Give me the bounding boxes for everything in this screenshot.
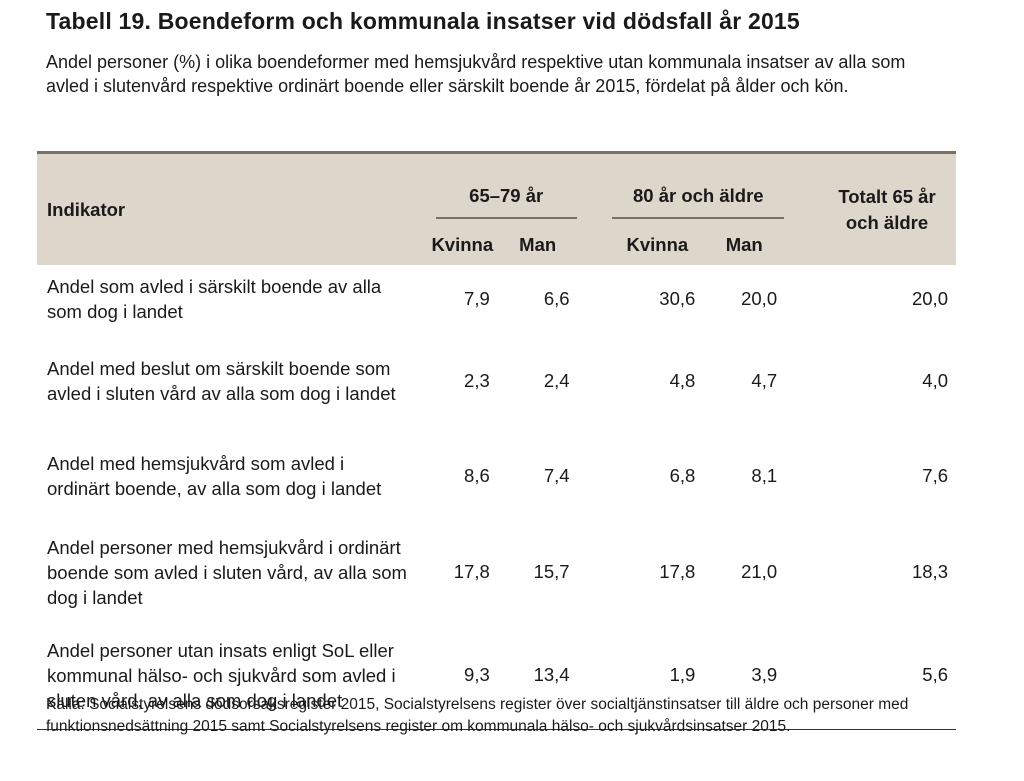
men-80plus-header: Man	[703, 225, 786, 265]
data-table: Indikator 65–79 år 80 år och äldre Total…	[37, 151, 956, 730]
cell-men-65-79: 2,4	[543, 369, 570, 391]
cell-men-65-79: 15,7	[533, 561, 570, 582]
table-row: Andel som avled i särskilt boende av all…	[37, 265, 956, 333]
row-label: Andel som avled i särskilt boende av all…	[47, 276, 382, 322]
table-title: Tabell 19. Boendeform och kommunala insa…	[46, 8, 800, 34]
cell-women-65-79: 17,8	[453, 561, 490, 582]
table-row: Andel med beslut om särskilt boende som …	[37, 333, 956, 428]
cell-total: 18,3	[911, 561, 948, 582]
women-80plus-header: Kvinna	[611, 225, 704, 265]
men-65-79-header: Man	[497, 225, 578, 265]
total-header: Totalt 65 år och äldre	[785, 152, 956, 265]
cell-women-80plus: 1,9	[611, 621, 704, 730]
cell-men-80plus: 4,7	[751, 369, 778, 391]
row-label: Andel personer med hemsjukvård i ordinär…	[47, 536, 407, 608]
cell-total: 4,0	[922, 369, 948, 391]
cell-women-65-79: 2,3	[464, 369, 490, 391]
cell-total: 20,0	[911, 288, 948, 309]
cell-men-80plus: 20,0	[741, 288, 778, 309]
cell-men-80plus: 21,0	[741, 561, 778, 582]
cell-women-80plus: 6,8	[669, 464, 696, 486]
group-65-79-header: 65–79 år	[407, 152, 578, 225]
indicator-header: Indikator	[37, 152, 408, 265]
cell-total: 5,6	[785, 621, 956, 730]
cell-men-65-79: 6,6	[543, 288, 570, 309]
cell-women-65-79: 8,6	[464, 464, 490, 486]
source-note: Källa: Socialstyrelsens dödsorsaksregist…	[46, 696, 909, 735]
cell-women-65-79: 7,9	[464, 288, 490, 309]
row-label: Andel med beslut om särskilt boende som …	[47, 357, 396, 404]
women-65-79-header: Kvinna	[407, 225, 498, 265]
table-row: Andel med hemsjukvård som avled i ordinä…	[37, 428, 956, 523]
cell-men-65-79: 7,4	[543, 464, 570, 486]
cell-men-80plus: 8,1	[751, 464, 778, 486]
cell-women-65-79: 9,3	[407, 621, 498, 730]
cell-women-80plus: 17,8	[659, 561, 696, 582]
cell-women-80plus: 30,6	[659, 288, 696, 309]
table-row: Andel personer med hemsjukvård i ordinär…	[37, 523, 956, 621]
cell-women-80plus: 4,8	[669, 369, 696, 391]
row-label: Andel personer utan insats enligt SoL el…	[37, 621, 408, 730]
table-row: Andel personer utan insats enligt SoL el…	[37, 621, 956, 730]
table-subtitle: Andel personer (%) i olika boendeformer …	[46, 52, 906, 96]
group-80plus-header: 80 år och äldre	[611, 152, 786, 225]
cell-men-65-79: 13,4	[497, 621, 578, 730]
cell-total: 7,6	[922, 464, 948, 486]
row-label: Andel med hemsjukvård som avled i ordinä…	[47, 452, 382, 499]
cell-men-80plus: 3,9	[703, 621, 786, 730]
